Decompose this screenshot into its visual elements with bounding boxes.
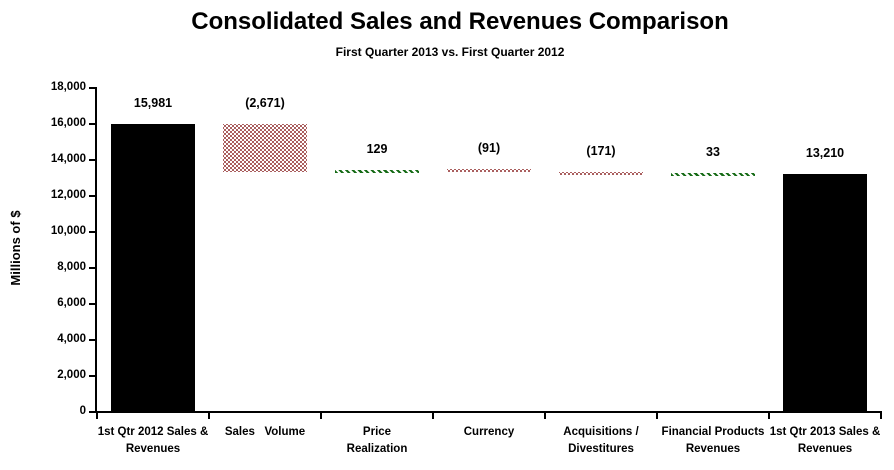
x-axis-tick xyxy=(96,412,98,419)
bar-value-label-price-realization: 129 xyxy=(366,141,388,156)
chart-title: Consolidated Sales and Revenues Comparis… xyxy=(191,8,729,35)
x-axis-tick xyxy=(320,412,322,419)
category-label-sales-volume: Sales Volume xyxy=(224,426,306,438)
y-axis-label: 12,000 xyxy=(50,189,86,201)
bar-currency xyxy=(447,169,531,173)
chart-subtitle: First Quarter 2013 vs. First Quarter 201… xyxy=(335,45,565,59)
bar-value-label-financial-products-revenues: 33 xyxy=(706,145,720,160)
y-axis-label: 18,000 xyxy=(50,81,86,93)
bar-value-label-currency: (91) xyxy=(477,141,501,156)
x-axis-line xyxy=(95,411,882,413)
category-label-price-realization: Price Realization xyxy=(346,426,408,455)
y-axis-label: 10,000 xyxy=(50,225,86,237)
y-axis-tick xyxy=(89,195,97,197)
y-axis-tick xyxy=(89,303,97,305)
y-axis-label: 6,000 xyxy=(57,297,86,309)
y-axis-title: Millions of $ xyxy=(8,210,23,286)
y-axis-tick xyxy=(89,87,97,89)
y-axis-label: 2,000 xyxy=(57,369,86,381)
bar-1st-qtr-2012-sales-revenues xyxy=(111,124,195,412)
category-label-financial-products-revenues: Financial Products Revenues xyxy=(661,426,765,455)
y-axis-line xyxy=(95,87,97,413)
y-axis-tick xyxy=(89,123,97,125)
y-axis-label: 4,000 xyxy=(57,333,86,345)
y-axis-tick xyxy=(89,375,97,377)
category-label-1st-qtr-2012-sales-revenues: 1st Qtr 2012 Sales & Revenues xyxy=(97,426,209,455)
bar-value-label-acquisitions-divestitures: (171) xyxy=(586,143,616,158)
bar-sales-volume xyxy=(223,124,307,173)
bar-1st-qtr-2013-sales-revenues xyxy=(783,174,867,412)
y-axis-tick xyxy=(89,267,97,269)
x-axis-tick xyxy=(432,412,434,419)
category-label-acquisitions-divestitures: Acquisitions / Divestitures xyxy=(563,426,639,455)
category-label-1st-qtr-2013-sales-revenues: 1st Qtr 2013 Sales & Revenues xyxy=(769,426,881,455)
x-axis-tick xyxy=(880,412,882,419)
y-axis-tick xyxy=(89,231,97,233)
bar-value-label-1st-qtr-2012-sales-revenues: 15,981 xyxy=(133,96,173,111)
y-axis-label: 8,000 xyxy=(57,261,86,273)
x-axis-tick xyxy=(656,412,658,419)
x-axis-tick xyxy=(544,412,546,419)
bar-financial-products-revenues xyxy=(671,173,755,177)
x-axis-tick xyxy=(208,412,210,419)
y-axis-label: 0 xyxy=(79,405,86,417)
bar-acquisitions-divestitures xyxy=(559,171,643,175)
y-axis-tick xyxy=(89,159,97,161)
y-axis-tick xyxy=(89,339,97,341)
bar-price-realization xyxy=(335,169,419,173)
category-label-currency: Currency xyxy=(463,426,515,438)
y-axis-tick xyxy=(89,411,97,413)
y-axis-label: 16,000 xyxy=(50,117,86,129)
y-axis-label: 14,000 xyxy=(50,153,86,165)
bar-value-label-sales-volume: (2,671) xyxy=(245,96,285,111)
x-axis-tick xyxy=(768,412,770,419)
bar-value-label-1st-qtr-2013-sales-revenues: 13,210 xyxy=(805,146,845,161)
